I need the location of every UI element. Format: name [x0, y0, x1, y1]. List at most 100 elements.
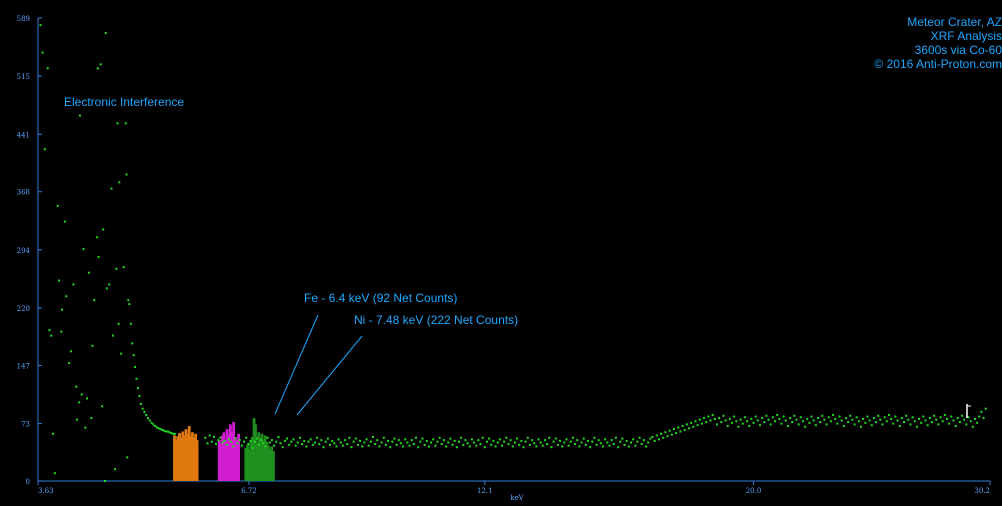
spectrum-point: [735, 420, 738, 423]
spectrum-point: [758, 424, 761, 427]
spectrum-point: [707, 415, 710, 418]
spectrum-point: [344, 439, 347, 442]
spectrum-point: [535, 445, 538, 448]
y-tick-label: 220: [17, 305, 30, 313]
spectrum-point: [935, 418, 938, 421]
spectrum-point: [860, 425, 863, 428]
spectrum-point: [713, 417, 716, 420]
spectrum-point: [698, 418, 701, 421]
spectrum-point: [969, 420, 972, 423]
spectrum-point: [918, 417, 921, 420]
spectrum-point: [61, 308, 64, 311]
spectrum-point: [808, 421, 811, 424]
spectrum-point: [82, 248, 85, 251]
spectrum-point: [870, 424, 873, 427]
spectrum-point: [253, 440, 256, 443]
spectrum-point: [159, 428, 162, 431]
fe-escape-orange-bar: [192, 437, 196, 481]
spectrum-point: [978, 415, 981, 418]
spectrum-point: [531, 439, 534, 442]
spectrum-point: [116, 122, 119, 125]
spectrum-point: [90, 417, 93, 420]
spectrum-point: [939, 416, 942, 419]
y-tick-label: 441: [17, 131, 30, 139]
spectrum-point: [724, 419, 727, 422]
chart-title-line-4: © 2016 Anti-Proton.com: [874, 57, 1002, 71]
x-tick-label: 3.63: [38, 487, 54, 495]
spectrum-point: [141, 407, 144, 410]
spectrum-point: [152, 423, 155, 426]
spectrum-point: [303, 439, 306, 442]
spectrum-point: [561, 445, 564, 448]
spectrum-point: [980, 410, 983, 413]
spectrum-point: [136, 387, 139, 390]
spectrum-point: [582, 437, 585, 440]
spectrum-point: [973, 417, 976, 420]
spectrum-point: [737, 425, 740, 428]
spectrum-point: [890, 417, 893, 420]
spectrum-point: [438, 436, 441, 439]
fe-escape-orange-bar: [194, 433, 198, 481]
spectrum-point: [503, 440, 506, 443]
spectrum-point: [595, 443, 598, 446]
spectrum-point: [513, 441, 516, 444]
spectrum-point: [963, 418, 966, 421]
spectrum-point: [664, 431, 667, 434]
spectrum-point: [589, 446, 592, 449]
spectrum-point: [541, 444, 544, 447]
spectrum-point: [164, 430, 167, 433]
spectrum-point: [924, 419, 927, 422]
spectrum-point: [464, 439, 467, 442]
spectrum-point: [309, 438, 312, 441]
spectrum-point: [911, 416, 914, 419]
chart-title-line-2: XRF Analysis: [931, 29, 1002, 43]
spectrum-point: [432, 438, 435, 441]
y-tick-label: 294: [17, 247, 31, 255]
spectrum-point: [567, 444, 570, 447]
spectrum-point: [473, 441, 476, 444]
spectrum-point: [956, 417, 959, 420]
spectrum-point: [578, 445, 581, 448]
spectrum-point: [110, 187, 113, 190]
spectrum-point: [238, 439, 241, 442]
spectrum-point: [505, 436, 508, 439]
spectrum-point: [550, 446, 553, 449]
spectrum-point: [87, 271, 90, 274]
spectrum-point: [500, 444, 503, 447]
spectrum-point: [417, 446, 420, 449]
spectrum-point: [722, 414, 725, 417]
fe-escape-orange-bar: [182, 435, 186, 481]
spectrum-point: [135, 377, 138, 380]
spectrum-point: [591, 440, 594, 443]
spectrum-point: [406, 441, 409, 444]
spectrum-point: [879, 418, 882, 421]
spectrum-point: [746, 420, 749, 423]
spectrum-point: [275, 440, 278, 443]
spectrum-point: [774, 420, 777, 423]
spectrum-point: [679, 430, 682, 433]
spectrum-point: [894, 415, 897, 418]
fe-escape-orange-bar: [178, 433, 181, 481]
spectrum-point: [569, 440, 572, 443]
spectrum-point: [552, 440, 555, 443]
ni-green-bar: [265, 441, 269, 481]
spectrum-point: [533, 442, 536, 445]
spectrum-point: [101, 405, 104, 408]
spectrum-point: [875, 421, 878, 424]
spectrum-point: [909, 423, 912, 426]
spectrum-point: [412, 443, 415, 446]
spectrum-point: [43, 148, 46, 151]
spectrum-point: [657, 438, 660, 441]
spectrum-point: [685, 423, 688, 426]
spectrum-point: [346, 443, 349, 446]
spectrum-point: [266, 436, 269, 439]
spectrum-point: [653, 439, 656, 442]
spectrum-point: [900, 417, 903, 420]
fe-escape-orange-bar: [184, 429, 188, 481]
spectrum-point: [614, 436, 617, 439]
spectrum-point: [335, 445, 338, 448]
spectrum-point: [771, 416, 774, 419]
spectrum-point: [146, 417, 149, 420]
spectrum-point: [806, 417, 809, 420]
spectrum-point: [65, 295, 68, 298]
